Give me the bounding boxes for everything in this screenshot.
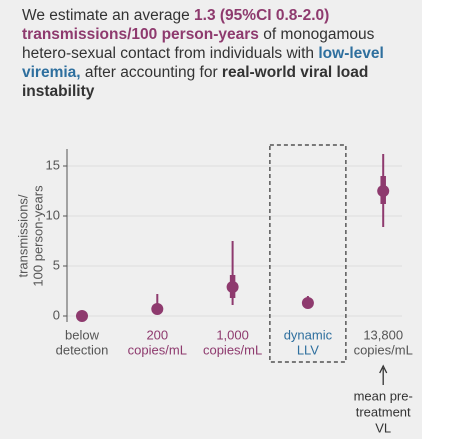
y-axis-label: transmissions/ xyxy=(15,194,30,277)
header: We estimate an average 1.3 (95%CI 0.8-2.… xyxy=(22,6,384,101)
header-text: low-level xyxy=(318,45,384,62)
header-text: of monogamous xyxy=(258,26,375,43)
annotation: VL xyxy=(375,420,391,435)
x-tick-label: 13,800 xyxy=(363,327,403,342)
header-line: hetero-sexual contact from individuals w… xyxy=(22,44,384,63)
x-tick-label: copies/mL xyxy=(354,342,413,357)
panel xyxy=(0,0,422,439)
y-tick-label: 15 xyxy=(46,157,60,172)
header-text: hetero-sexual contact from individuals w… xyxy=(22,45,319,62)
header-text: transmissions/100 person-years xyxy=(22,26,259,43)
header-text: instability xyxy=(22,83,95,100)
point xyxy=(226,281,239,293)
header-text: after accounting for xyxy=(80,64,222,81)
y-tick-label: 0 xyxy=(53,307,60,322)
header-line: instability xyxy=(22,82,384,101)
header-line: viremia, after accounting for real-world… xyxy=(22,63,384,82)
y-tick-label: 5 xyxy=(53,257,60,272)
x-tick-label: below xyxy=(65,327,100,342)
annotation: mean pre- xyxy=(354,388,413,403)
x-tick-label: dynamic xyxy=(284,327,333,342)
header-text: real-world viral load xyxy=(221,64,369,81)
annotation: treatment xyxy=(356,404,411,419)
header-text: 1.3 (95%CI 0.8-2.0) xyxy=(194,7,330,24)
highlight-box xyxy=(269,144,347,363)
x-tick-label: copies/mL xyxy=(203,342,262,357)
point xyxy=(151,303,164,315)
x-tick-label: detection xyxy=(56,342,109,357)
header-text: viremia, xyxy=(22,64,81,81)
header-line: transmissions/100 person-years of monoga… xyxy=(22,25,384,44)
x-tick-label: LLV xyxy=(297,342,319,357)
x-tick-label: 1,000 xyxy=(216,327,249,342)
y-axis-label: 100 person-years xyxy=(30,185,45,287)
point xyxy=(377,185,390,197)
arrow-head xyxy=(379,364,388,374)
point xyxy=(76,310,88,322)
header-line: We estimate an average 1.3 (95%CI 0.8-2.… xyxy=(22,6,384,25)
y-tick-label: 10 xyxy=(46,207,60,222)
point xyxy=(301,297,314,309)
x-tick-label: copies/mL xyxy=(128,342,187,357)
header-text: We estimate an average xyxy=(22,7,195,24)
x-tick-label: 200 xyxy=(146,327,168,342)
